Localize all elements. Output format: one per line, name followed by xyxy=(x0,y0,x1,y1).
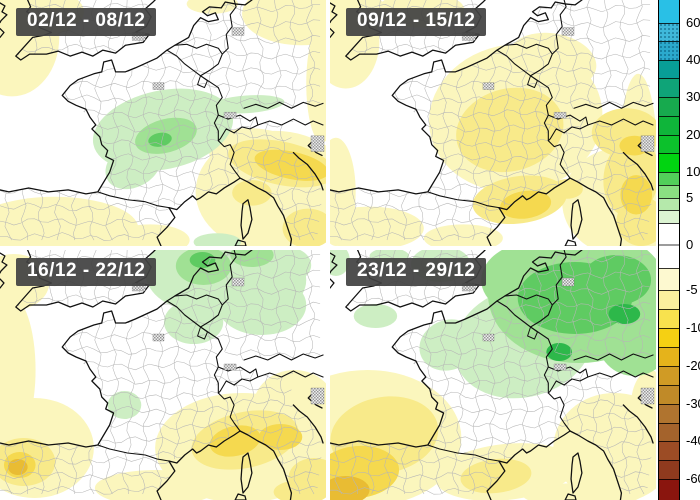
colorbar-segment xyxy=(659,479,679,500)
colorbar-tick-label: 30 xyxy=(686,89,700,105)
colorbar-tick-label: -20 xyxy=(686,358,700,374)
panel-gutter-vertical xyxy=(326,0,330,500)
colorbar-tick-label: 20 xyxy=(686,127,700,143)
period-label: 23/12 - 29/12 xyxy=(346,258,487,286)
colorbar-segment xyxy=(659,116,679,135)
colorbar-segment xyxy=(659,441,679,460)
colorbar-segment xyxy=(659,41,679,60)
anomaly-field-map xyxy=(330,0,656,246)
colorbar-segment xyxy=(659,78,679,97)
colorbar-segment xyxy=(659,347,679,366)
anomaly-field-map xyxy=(330,250,656,500)
map-panel-week1: 02/12 - 08/12 xyxy=(0,0,326,246)
colorbar xyxy=(658,0,680,500)
colorbar-segment xyxy=(659,309,679,328)
colorbar-segment xyxy=(659,460,679,479)
colorbar-segment xyxy=(659,97,679,116)
colorbar-segment xyxy=(659,404,679,423)
colorbar-tick-label: -60 xyxy=(686,471,700,487)
anomaly-field-map xyxy=(0,250,326,500)
anomaly-field-map xyxy=(0,0,326,246)
colorbar-segment xyxy=(659,185,679,198)
panel-gutter-horizontal xyxy=(0,246,658,250)
colorbar-segment xyxy=(659,172,679,185)
colorbar-tick-label: 40 xyxy=(686,52,700,68)
period-label: 02/12 - 08/12 xyxy=(16,8,157,36)
colorbar-segment xyxy=(659,290,679,309)
colorbar-segment xyxy=(659,268,679,290)
period-label: 09/12 - 15/12 xyxy=(346,8,487,36)
colorbar-tick-label: 5 xyxy=(686,190,694,206)
map-panel-week3: 16/12 - 22/12 xyxy=(0,250,326,500)
colorbar-segment xyxy=(659,423,679,441)
colorbar-segment xyxy=(659,328,679,347)
colorbar-segment xyxy=(659,23,679,41)
colorbar-tick-label: 0 xyxy=(686,237,694,253)
colorbar-segment xyxy=(659,135,679,153)
colorbar-segment xyxy=(659,60,679,78)
map-panel-week4: 23/12 - 29/12 xyxy=(330,250,656,500)
colorbar-segment xyxy=(659,210,679,223)
colorbar-tick-label: -5 xyxy=(686,282,698,298)
colorbar-tick-label: -10 xyxy=(686,320,700,336)
colorbar-segment xyxy=(659,0,679,23)
colorbar-segment xyxy=(659,153,679,172)
colorbar-tick-label: 60 xyxy=(686,15,700,31)
colorbar-segment xyxy=(659,366,679,385)
colorbar-tick-label: -40 xyxy=(686,433,700,449)
colorbar-tick-label: -30 xyxy=(686,396,700,412)
colorbar-segment xyxy=(659,198,679,210)
period-label: 16/12 - 22/12 xyxy=(16,258,157,286)
colorbar-zero-line xyxy=(659,244,679,246)
colorbar-segment xyxy=(659,385,679,404)
colorbar-tick-label: 10 xyxy=(686,164,700,180)
map-panel-week2: 09/12 - 15/12 xyxy=(330,0,656,246)
